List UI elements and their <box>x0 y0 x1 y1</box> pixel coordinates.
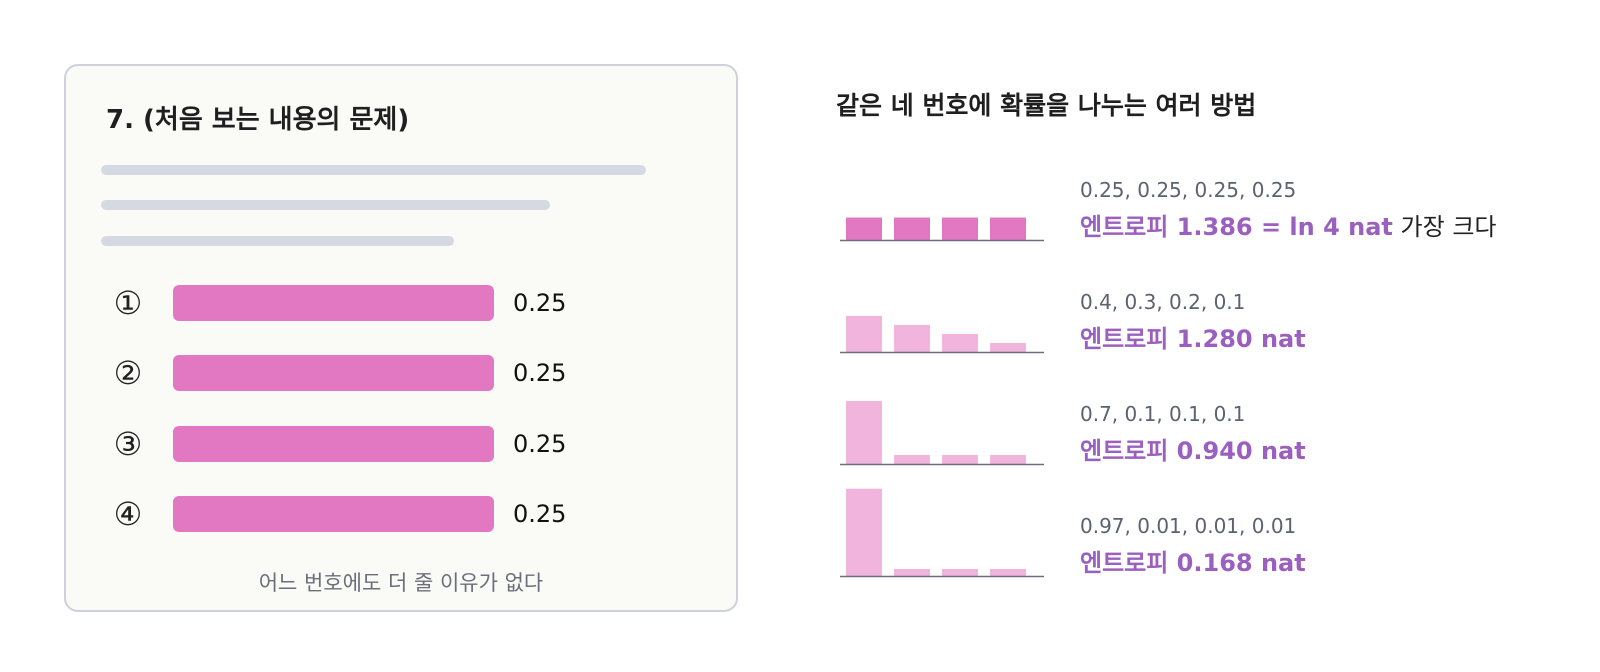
distribution-1-chart <box>840 217 1044 242</box>
distributions-heading: 같은 네 번호에 확률을 나누는 여러 방법 <box>836 91 1257 120</box>
option-3-value: 0.25 <box>513 430 567 458</box>
distribution-2-entropy: 엔트로피 1.280 nat <box>1080 322 1306 356</box>
distribution-4-bar-1 <box>846 488 882 576</box>
option-4-value: 0.25 <box>513 500 567 528</box>
distribution-3-bar-2 <box>894 455 930 464</box>
distribution-4-entropy-value: 엔트로피 0.168 nat <box>1080 549 1306 577</box>
distribution-3-chart <box>840 401 1044 466</box>
distribution-1-bar-4 <box>990 217 1026 240</box>
distribution-2-chart <box>840 316 1044 354</box>
distribution-2-entropy-value: 엔트로피 1.280 nat <box>1080 325 1306 353</box>
option-2-bar <box>173 355 494 391</box>
distribution-3-bar-1 <box>846 401 882 464</box>
distribution-3-values: 0.7, 0.1, 0.1, 0.1 <box>1080 402 1246 426</box>
distribution-1-bar-3 <box>942 217 978 240</box>
distribution-1-note: 가장 크다 <box>1400 213 1497 241</box>
distribution-2-bar-3 <box>942 334 978 352</box>
distribution-3-bar-3 <box>942 455 978 464</box>
distribution-4-values: 0.97, 0.01, 0.01, 0.01 <box>1080 514 1297 538</box>
option-3-mark: ③ <box>113 425 143 463</box>
distribution-1-values: 0.25, 0.25, 0.25, 0.25 <box>1080 178 1297 202</box>
distribution-3-entropy-value: 엔트로피 0.940 nat <box>1080 437 1306 465</box>
distribution-4-chart <box>840 488 1044 578</box>
option-1-mark: ① <box>113 284 143 322</box>
placeholder-text-line <box>101 165 646 175</box>
distribution-4-bar-3 <box>942 569 978 576</box>
distribution-2-bar-4 <box>990 343 1026 352</box>
placeholder-text-line <box>101 200 550 210</box>
option-1-bar <box>173 285 494 321</box>
distribution-1-bar-1 <box>846 217 882 240</box>
distribution-1-entropy: 엔트로피 1.386 = ln 4 nat 가장 크다 <box>1080 210 1496 244</box>
distribution-2-values: 0.4, 0.3, 0.2, 0.1 <box>1080 290 1246 314</box>
distribution-3-entropy: 엔트로피 0.940 nat <box>1080 434 1306 468</box>
distribution-1-bar-2 <box>894 217 930 240</box>
option-2-mark: ② <box>113 354 143 392</box>
distribution-4-bar-4 <box>990 569 1026 576</box>
option-1-value: 0.25 <box>513 289 567 317</box>
placeholder-text-line <box>101 236 454 246</box>
distribution-1-entropy-value: 엔트로피 1.386 = ln 4 nat <box>1080 213 1393 241</box>
card-title: 7. (처음 보는 내용의 문제) <box>106 105 410 135</box>
option-4-bar <box>173 496 494 532</box>
distribution-2-bar-2 <box>894 325 930 352</box>
option-3-bar <box>173 426 494 462</box>
card-caption: 어느 번호에도 더 줄 이유가 없다 <box>258 571 544 595</box>
distribution-4-bar-2 <box>894 569 930 576</box>
distribution-3-bar-4 <box>990 455 1026 464</box>
distribution-4-entropy: 엔트로피 0.168 nat <box>1080 546 1306 580</box>
option-4-mark: ④ <box>113 495 143 533</box>
distribution-2-bar-1 <box>846 316 882 352</box>
option-2-value: 0.25 <box>513 359 567 387</box>
